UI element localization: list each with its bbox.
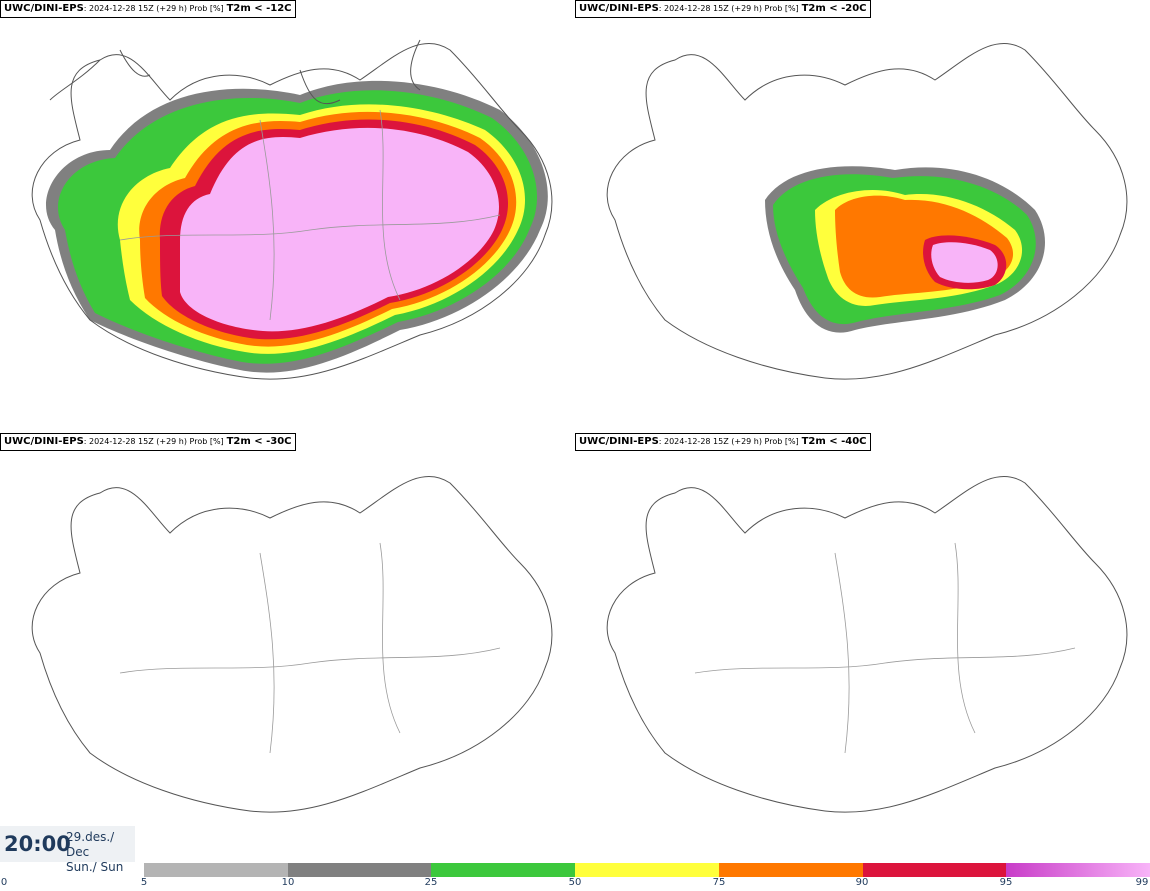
- run-meta: : 2024-12-28 15Z (+29 h) Prob [%]: [83, 437, 224, 446]
- model-name: UWC/DINI-EPS: [579, 3, 659, 14]
- tick-label: 25: [424, 877, 438, 888]
- model-name: UWC/DINI-EPS: [4, 436, 84, 447]
- iceland-map: [606, 43, 1128, 380]
- colorbar-segment-2: [287, 863, 432, 877]
- road-network: [119, 542, 501, 754]
- map-panel-2: UWC/DINI-EPS: 2024-12-28 15Z (+29 h) Pro…: [575, 0, 1150, 430]
- colorbar-ticks: 0 5 10 25 50 75 90 95 99: [0, 877, 1150, 891]
- variable-label: T2m < -40C: [801, 436, 867, 447]
- road-network: [694, 542, 1076, 754]
- fill-pink: [931, 242, 998, 283]
- iceland-map: [606, 476, 1128, 813]
- valid-date: 29.des./ Dec Sun./ Sun: [66, 830, 135, 875]
- iceland-map: [31, 476, 553, 813]
- tick-label: 50: [568, 877, 582, 888]
- run-meta: : 2024-12-28 15Z (+29 h) Prob [%]: [658, 437, 799, 446]
- iceland-outline: [31, 476, 553, 813]
- valid-time: 20:00: [4, 832, 71, 856]
- colorbar-segment-4: [575, 863, 719, 877]
- map-panel-3: UWC/DINI-EPS: 2024-12-28 15Z (+29 h) Pro…: [0, 433, 575, 863]
- iceland-outline: [31, 39, 553, 380]
- colorbar-segment-5: [718, 863, 863, 877]
- run-meta: : 2024-12-28 15Z (+29 h) Prob [%]: [658, 4, 799, 13]
- tick-label: 95: [999, 877, 1013, 888]
- variable-label: T2m < -30C: [226, 436, 292, 447]
- fill-pink: [180, 127, 499, 332]
- model-name: UWC/DINI-EPS: [4, 3, 84, 14]
- tick-label: 90: [855, 877, 869, 888]
- valid-date-line1: 29.des./ Dec: [66, 830, 115, 859]
- iceland-map: [31, 39, 553, 380]
- iceland-outline: [606, 476, 1128, 813]
- model-name: UWC/DINI-EPS: [579, 436, 659, 447]
- map-panel-1: UWC/DINI-EPS: 2024-12-28 15Z (+29 h) Pro…: [0, 0, 575, 430]
- colorbar-segment-6: [862, 863, 1007, 877]
- colorbar-segment-1: [144, 863, 288, 877]
- tick-label: 10: [281, 877, 295, 888]
- tick-label: 0: [0, 877, 8, 888]
- variable-label: T2m < -20C: [801, 3, 867, 14]
- panel-title: UWC/DINI-EPS: 2024-12-28 15Z (+29 h) Pro…: [0, 433, 296, 451]
- run-meta: : 2024-12-28 15Z (+29 h) Prob [%]: [83, 4, 224, 13]
- probability-fill: [765, 166, 1045, 333]
- valid-time-box: 20:00 29.des./ Dec Sun./ Sun: [0, 826, 135, 874]
- map-panel-4: UWC/DINI-EPS: 2024-12-28 15Z (+29 h) Pro…: [575, 433, 1150, 863]
- tick-label: 5: [140, 877, 148, 888]
- road-network: [119, 109, 501, 321]
- tick-label: 75: [712, 877, 726, 888]
- panel-title: UWC/DINI-EPS: 2024-12-28 15Z (+29 h) Pro…: [575, 433, 871, 451]
- colorbar-segment-7: [1006, 863, 1150, 877]
- iceland-outline: [606, 43, 1128, 380]
- tick-label: 99: [1135, 877, 1149, 888]
- panel-title: UWC/DINI-EPS: 2024-12-28 15Z (+29 h) Pro…: [0, 0, 296, 18]
- panel-title: UWC/DINI-EPS: 2024-12-28 15Z (+29 h) Pro…: [575, 0, 871, 18]
- colorbar-segment-3: [431, 863, 576, 877]
- probability-fill: [46, 80, 548, 373]
- variable-label: T2m < -12C: [226, 3, 292, 14]
- valid-date-line2: Sun./ Sun: [66, 860, 124, 874]
- colorbar: [144, 863, 1150, 877]
